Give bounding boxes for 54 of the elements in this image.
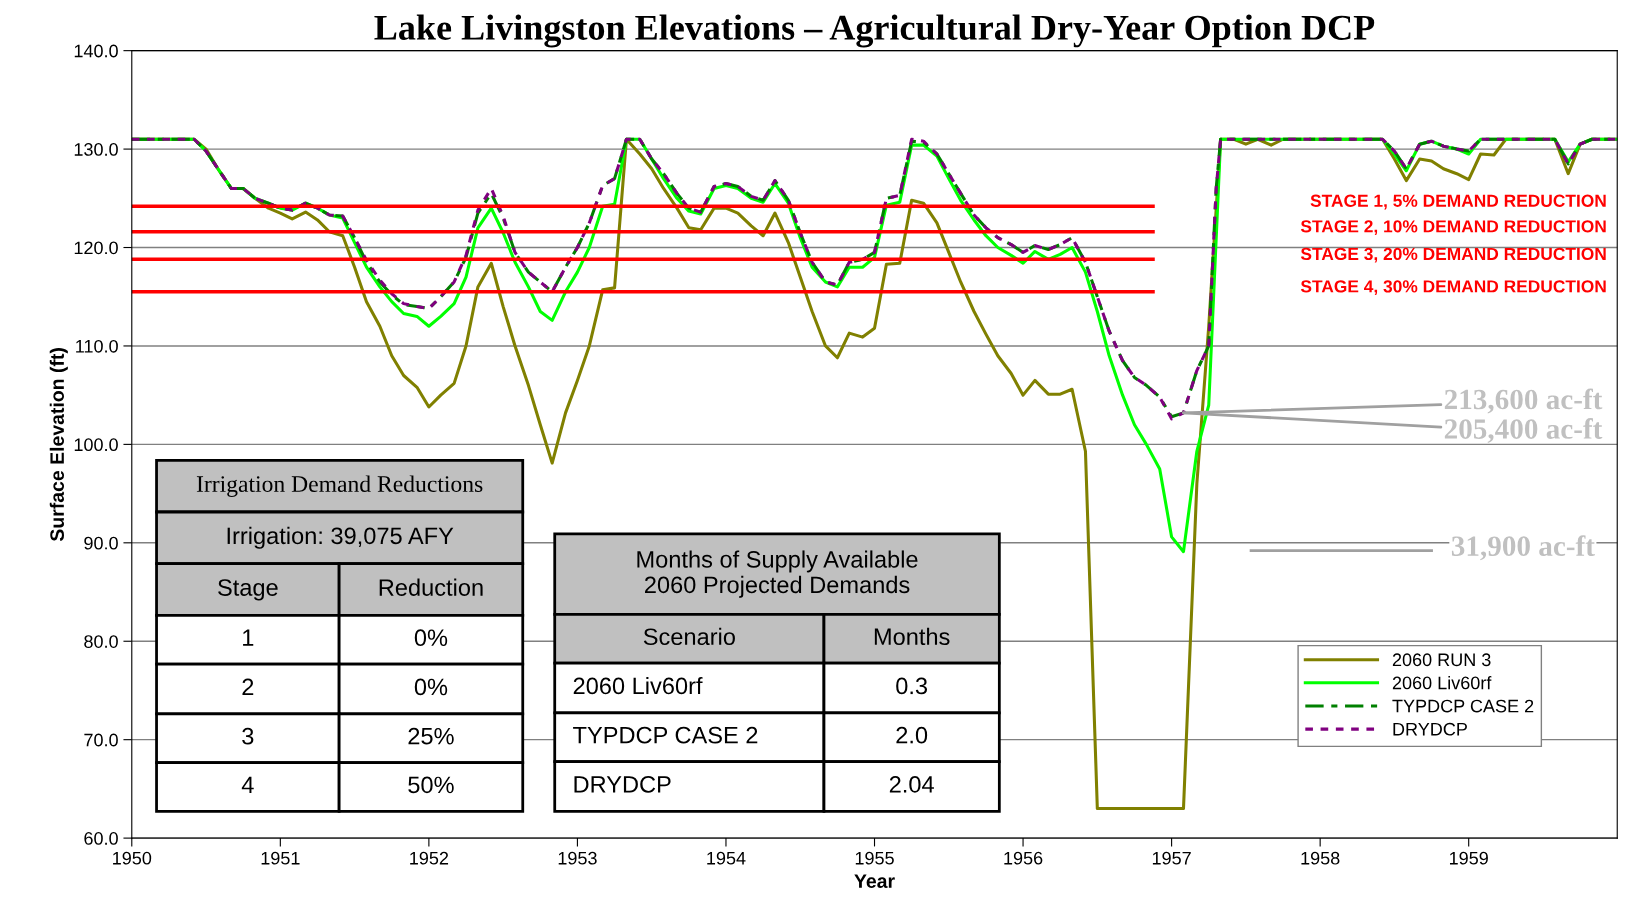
annotation: Irrigation Demand Reductions bbox=[196, 475, 483, 497]
annotation: 4 bbox=[241, 776, 254, 794]
annotation: 31,900 ac-ft bbox=[1451, 535, 1595, 561]
y-tick-label: 80.0 bbox=[84, 635, 118, 648]
annotation: 213,600 ac-ft bbox=[1444, 388, 1603, 414]
annotation: Scenario bbox=[643, 627, 735, 646]
y-tick-label: 100.0 bbox=[74, 438, 118, 452]
x-tick-label: 1951 bbox=[261, 851, 300, 865]
y-tick-label: 130.0 bbox=[74, 143, 118, 156]
ref-line-label: STAGE 4, 30% DEMAND REDUCTION bbox=[1300, 280, 1606, 296]
y-tick-label: 90.0 bbox=[84, 536, 118, 550]
y-tick-label: 70.0 bbox=[84, 733, 118, 747]
ref-line-label: STAGE 3, 20% DEMAND REDUCTION bbox=[1300, 247, 1606, 263]
y-tick-label: 120.0 bbox=[74, 241, 118, 255]
x-tick-label: 1957 bbox=[1152, 851, 1191, 865]
annotation: 2060 Liv60rf bbox=[573, 676, 703, 695]
x-tick-label: 1952 bbox=[410, 851, 449, 865]
legend-label: 2060 Liv60rf bbox=[1392, 676, 1492, 690]
annotation: DRYDCP bbox=[574, 776, 671, 793]
annotation: 0% bbox=[414, 629, 448, 647]
annotation: TYPDCP CASE 2 bbox=[573, 726, 758, 744]
annotation: 50% bbox=[408, 776, 454, 794]
x-tick-label: 1959 bbox=[1449, 851, 1488, 865]
x-tick-label: 1950 bbox=[113, 851, 152, 865]
annotation: 2 bbox=[242, 678, 254, 696]
annotation: Reduction bbox=[379, 578, 483, 596]
x-axis-title: Year bbox=[854, 874, 895, 888]
chart-title: Lake Livingston Elevations – Agricultural Dry-Year Option DCP bbox=[374, 14, 1375, 48]
x-tick-label: 1956 bbox=[1004, 851, 1043, 865]
annotation: 3 bbox=[242, 727, 254, 745]
ref-line-label: STAGE 1, 5% DEMAND REDUCTION bbox=[1310, 194, 1606, 210]
annotation: Months bbox=[874, 627, 950, 646]
x-tick-label: 1958 bbox=[1301, 851, 1340, 865]
annotation: 0.3 bbox=[896, 677, 928, 695]
legend-label: 2060 RUN 3 bbox=[1392, 653, 1491, 667]
x-tick-label: 1953 bbox=[558, 851, 597, 865]
legend-label: DRYDCP bbox=[1393, 722, 1467, 736]
y-tick-label: 140.0 bbox=[74, 44, 118, 58]
annotation: 2.04 bbox=[889, 776, 934, 793]
x-tick-label: 1954 bbox=[707, 851, 746, 865]
y-axis-title: Surface Elevation (ft) bbox=[49, 348, 68, 542]
annotation: 2.0 bbox=[896, 726, 928, 744]
y-tick-label: 60.0 bbox=[84, 832, 118, 845]
annotation: Months of Supply Available 2060 Projected Demands bbox=[637, 550, 918, 598]
annotation: 205,400 ac-ft bbox=[1444, 418, 1603, 444]
legend-label: TYPDCP CASE 2 bbox=[1392, 699, 1534, 713]
annotation: 0% bbox=[414, 678, 448, 696]
x-tick-label: 1955 bbox=[855, 851, 894, 865]
ref-line-label: STAGE 2, 10% DEMAND REDUCTION bbox=[1300, 220, 1606, 236]
annotation: Stage bbox=[218, 579, 278, 601]
y-tick-label: 110.0 bbox=[76, 339, 118, 353]
annotation: Irrigation: 39,075 AFY bbox=[227, 526, 454, 549]
annotation: 1 bbox=[243, 629, 254, 646]
annotation: 25% bbox=[408, 727, 454, 745]
